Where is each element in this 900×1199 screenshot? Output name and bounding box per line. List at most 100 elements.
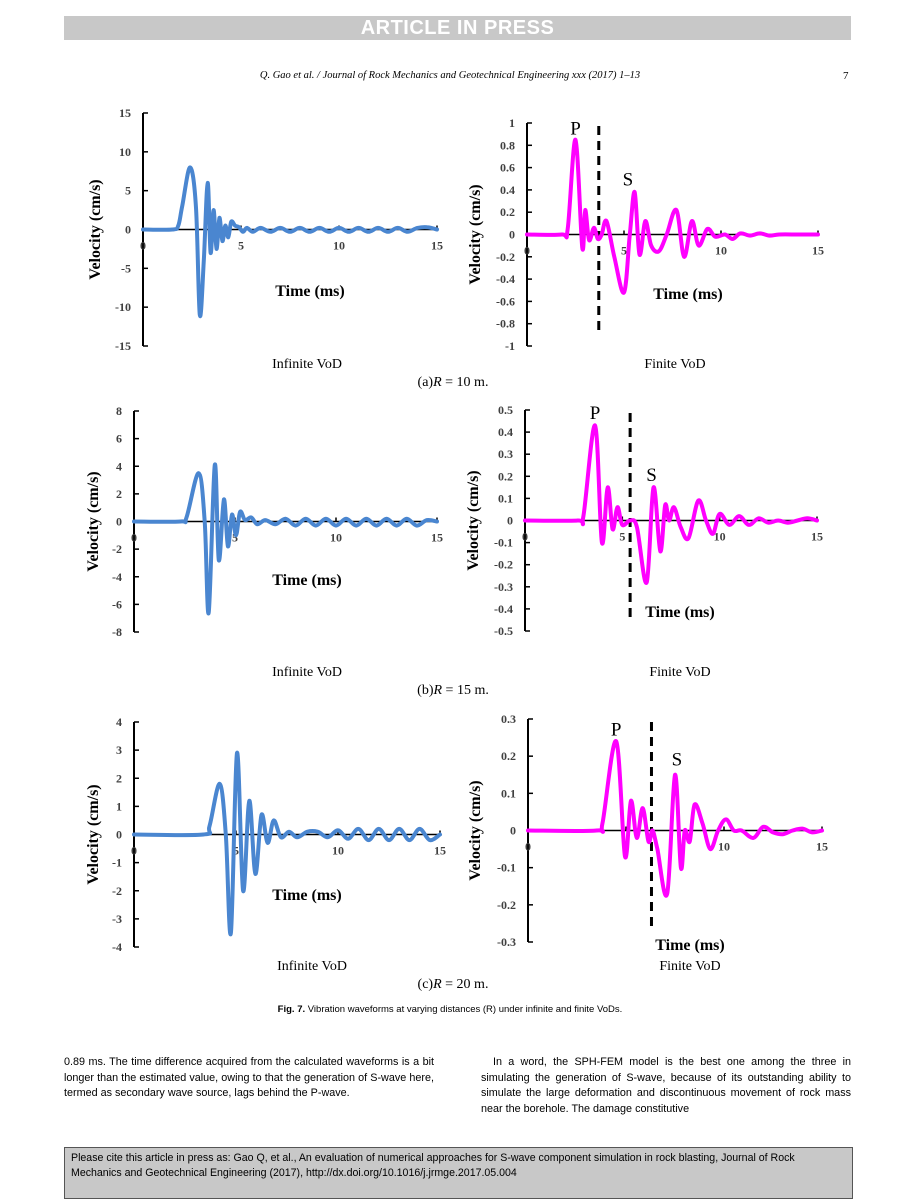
x-tick-label: 10 (715, 244, 727, 258)
y-tick-label: 5 (125, 184, 131, 198)
y-tick-label: 0.2 (501, 749, 516, 763)
y-tick-label: -0.6 (496, 294, 515, 308)
citation-box: Please cite this article in press as: Ga… (64, 1147, 853, 1199)
y-tick-label: 0.5 (498, 403, 513, 417)
x-tick-label: 10 (718, 840, 730, 854)
y-tick-label: -0.5 (494, 624, 513, 638)
wave-label-p: P (570, 118, 581, 139)
x-tick-label: 0 (131, 531, 137, 545)
y-tick-label: -2 (112, 542, 122, 556)
y-axis-title: Velocity (cm/s) (85, 784, 102, 884)
body-text-left-column: 0.89 ms. The time difference acquired fr… (64, 1056, 434, 1099)
wave-label-p: P (590, 403, 601, 424)
y-tick-label: -0.1 (494, 536, 513, 550)
x-tick-label: 5 (238, 239, 244, 253)
waveform-line-a-infinite (141, 165, 439, 319)
y-tick-label: 0 (507, 514, 513, 528)
x-tick-label: 15 (816, 840, 828, 854)
wave-label-s: S (672, 749, 683, 770)
x-tick-label: 15 (811, 530, 823, 544)
x-axis-title: Time (ms) (653, 286, 722, 303)
y-tick-label: 0.2 (500, 205, 515, 219)
y-tick-label: -4 (112, 940, 122, 954)
chart-subtitle: Finite VoD (659, 959, 720, 974)
y-tick-label: 0 (116, 828, 122, 842)
y-tick-label: -10 (115, 300, 131, 314)
y-tick-label: 2 (116, 487, 122, 501)
y-tick-label: 2 (116, 771, 122, 785)
y-axis-title: Velocity (cm/s) (467, 780, 484, 880)
y-tick-label: 4 (116, 715, 122, 729)
x-tick-label: 0 (522, 530, 528, 544)
x-axis-title: Time (ms) (645, 604, 714, 621)
chart-subtitle: Finite VoD (644, 357, 705, 372)
y-axis-title: Velocity (cm/s) (465, 470, 482, 570)
figure-caption: Fig. 7. Vibration waveforms at varying d… (0, 1004, 900, 1015)
y-tick-label: -0.4 (496, 272, 515, 286)
waveform-line-c-infinite (132, 750, 442, 937)
waveform-line-c-finite (526, 739, 824, 898)
y-tick-label: 0.3 (501, 712, 516, 726)
x-tick-label: 15 (434, 844, 446, 858)
y-tick-label: -1 (505, 339, 515, 353)
y-tick-label: 0.1 (498, 491, 513, 505)
chart-subtitle: Infinite VoD (277, 959, 347, 974)
chart-subtitle: Infinite VoD (272, 665, 342, 680)
y-tick-label: -0.2 (497, 898, 516, 912)
y-tick-label: 0.1 (501, 786, 516, 800)
x-tick-label: 15 (431, 531, 443, 545)
figure-caption-text: Vibration waveforms at varying distances… (307, 1004, 623, 1015)
figure-caption-label: Fig. 7. (277, 1004, 306, 1015)
y-tick-label: 6 (116, 432, 122, 446)
y-tick-label: -6 (112, 597, 122, 611)
y-tick-label: -4 (112, 570, 122, 584)
y-tick-label: 0.4 (498, 425, 513, 439)
x-tick-label: 10 (332, 844, 344, 858)
waveform-line-b-infinite (132, 462, 439, 616)
x-tick-label: 5 (619, 530, 625, 544)
wave-label-s: S (646, 465, 657, 486)
y-tick-label: -8 (112, 625, 122, 639)
y-tick-label: -0.3 (494, 580, 513, 594)
y-tick-label: -2 (112, 884, 122, 898)
x-tick-label: 10 (330, 531, 342, 545)
y-tick-label: 0.6 (500, 161, 515, 175)
y-tick-label: 0.3 (498, 447, 513, 461)
panel-caption: (b)R = 15 m. (417, 683, 489, 698)
y-tick-label: -0.2 (494, 558, 513, 572)
x-axis-title: Time (ms) (272, 572, 341, 589)
y-tick-label: -0.2 (496, 250, 515, 264)
y-tick-label: 0 (510, 824, 516, 838)
chart-subtitle: Infinite VoD (272, 357, 342, 372)
x-tick-label: 0 (140, 239, 146, 253)
x-tick-label: 5 (621, 244, 627, 258)
y-tick-label: -5 (121, 261, 131, 275)
y-tick-label: -15 (115, 339, 131, 353)
x-tick-label: 15 (431, 239, 443, 253)
y-tick-label: 1 (116, 799, 122, 813)
y-axis-title: Velocity (cm/s) (85, 471, 102, 571)
wave-label-p: P (611, 720, 622, 741)
y-tick-label: -0.1 (497, 861, 516, 875)
x-tick-label: 5 (233, 844, 239, 858)
chart-subtitle: Finite VoD (649, 665, 710, 680)
y-tick-label: 0 (509, 228, 515, 242)
y-axis-title: Velocity (cm/s) (87, 179, 104, 279)
x-axis-title: Time (ms) (275, 283, 344, 300)
y-tick-label: 1 (509, 116, 515, 130)
y-tick-label: -0.3 (497, 935, 516, 949)
y-tick-label: -0.4 (494, 602, 513, 616)
waveform-line-a-finite (525, 137, 820, 295)
y-tick-label: 8 (116, 404, 122, 418)
x-axis-title: Time (ms) (655, 937, 724, 954)
x-axis-title: Time (ms) (272, 887, 341, 904)
page-number: 7 (843, 70, 849, 82)
waveform-line-b-finite (523, 423, 819, 585)
y-tick-label: 10 (119, 145, 131, 159)
x-tick-label: 5 (232, 531, 238, 545)
y-tick-label: -3 (112, 912, 122, 926)
panel-caption: (a)R = 10 m. (418, 375, 489, 390)
y-tick-label: 0.2 (498, 469, 513, 483)
y-tick-label: 15 (119, 106, 131, 120)
